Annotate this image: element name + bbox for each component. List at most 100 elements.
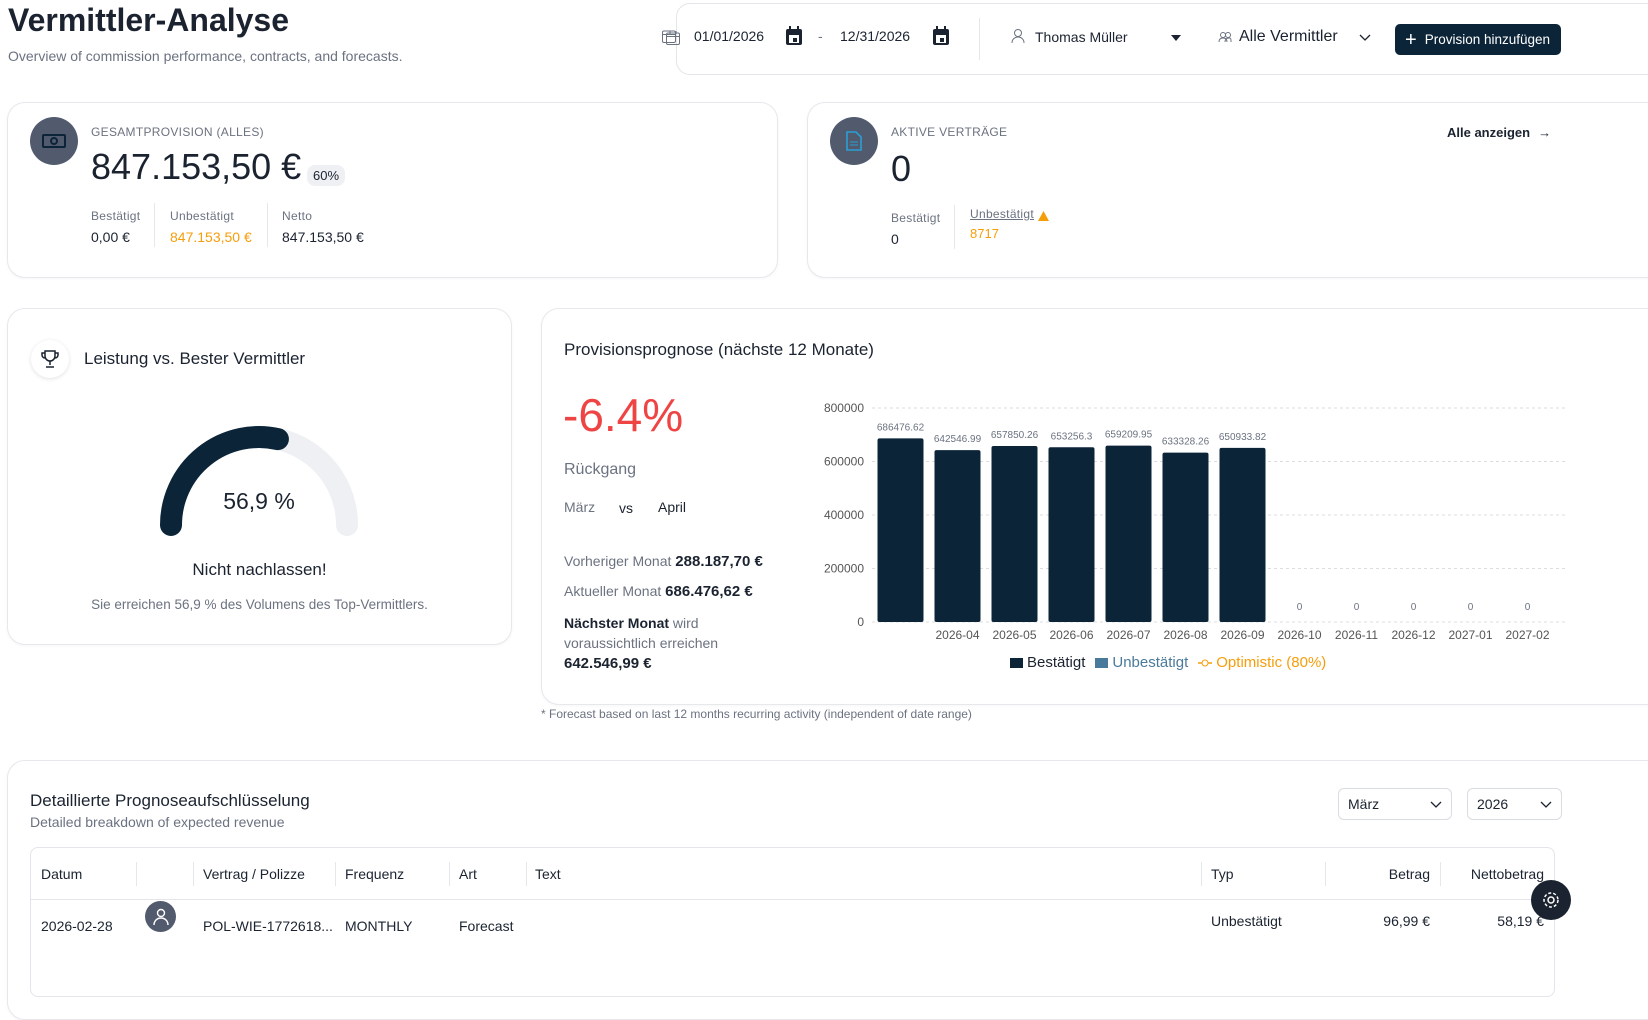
column-divider [526, 862, 527, 886]
unconfirmed-value: 847.153,50 € [170, 229, 252, 245]
date-to-input[interactable]: 12/31/2026 [840, 28, 911, 44]
divider [954, 205, 955, 249]
month-select-value: März [1348, 796, 1380, 812]
divider [979, 18, 980, 60]
users-icon [1218, 32, 1232, 43]
show-all-link[interactable]: Alle anzeigen → [1447, 125, 1551, 140]
bar [1105, 445, 1152, 622]
page-title: Vermittler-Analyse [8, 2, 290, 38]
chevron-down-icon [1430, 801, 1442, 808]
forecast-change-label: Rückgang [564, 461, 637, 478]
warning-icon [1038, 208, 1049, 226]
data-label: 650933.82 [1219, 432, 1267, 443]
net-label: Netto [282, 209, 313, 223]
x-tick-label: 2026-04 [935, 628, 979, 642]
caret-down-icon [1171, 35, 1181, 41]
column-divider [1201, 862, 1202, 886]
cell-net: 58,19 € [1497, 913, 1544, 929]
contracts-unconfirmed-value: 8717 [970, 226, 999, 241]
gauge-value: 56,9 % [223, 488, 295, 514]
column-header-frequency[interactable]: Frequenz [345, 866, 405, 882]
user-name: Thomas Müller [1035, 29, 1128, 45]
legend-item-optimistic[interactable]: Optimistic (80%) [1198, 654, 1326, 671]
trophy-icon [31, 340, 69, 378]
legend-label: Optimistic (80%) [1216, 654, 1327, 671]
data-label: 0 [1411, 602, 1417, 613]
y-tick-label: 0 [857, 615, 864, 629]
x-tick-label: 2026-09 [1220, 628, 1264, 642]
add-commission-label: Provision hinzufügen [1424, 32, 1551, 47]
data-label: 642546.99 [934, 434, 982, 445]
forecast-title: Provisionsprognose (nächste 12 Monate) [564, 340, 874, 359]
data-label: 633328.26 [1162, 437, 1210, 448]
legend-item-confirmed[interactable]: Bestätigt [1010, 654, 1085, 671]
cell-date: 2026-02-28 [41, 918, 113, 934]
breakdown-subtitle: Detailed breakdown of expected revenue [30, 814, 285, 830]
current-month-label: Aktueller Monat [564, 583, 662, 599]
previous-month: Vorheriger Monat 288.187,70 € [564, 553, 763, 570]
previous-month-label: Vorheriger Monat [564, 553, 672, 569]
y-tick-label: 200000 [824, 562, 864, 576]
settings-button[interactable] [1531, 880, 1571, 920]
y-tick-label: 800000 [824, 401, 864, 415]
user-select[interactable]: Thomas Müller [1010, 26, 1190, 48]
percent-badge: 60% [307, 165, 346, 186]
gear-icon [1543, 892, 1559, 908]
legend-line-marker [1198, 659, 1213, 666]
unconfirmed-label: Unbestätigt [170, 209, 235, 223]
year-select[interactable]: 2026 [1467, 788, 1562, 820]
to-month: April [658, 499, 687, 515]
bar [1219, 447, 1266, 622]
cell-contract[interactable]: POL-WIE-1772618... [203, 918, 333, 934]
date-picker-icon[interactable] [785, 26, 803, 51]
bar [877, 438, 924, 622]
show-all-label: Alle anzeigen [1447, 125, 1531, 140]
previous-month-value: 288.187,70 € [675, 553, 763, 570]
date-picker-icon[interactable] [932, 26, 950, 51]
column-header-kind[interactable]: Art [459, 866, 477, 882]
column-divider [1325, 862, 1326, 886]
bar [1162, 452, 1209, 622]
column-divider [136, 862, 137, 886]
arrow-right-icon: → [1538, 125, 1552, 140]
broker-filter-select[interactable]: Alle Vermittler [1218, 26, 1378, 50]
data-label: 657850.26 [991, 430, 1039, 441]
legend-item-unconfirmed[interactable]: Unbestätigt [1095, 654, 1188, 671]
vs-label: vs [619, 500, 633, 516]
column-header-type[interactable]: Typ [1211, 866, 1234, 882]
contracts-confirmed-label: Bestätigt [891, 211, 941, 225]
next-month-value: 642.546,99 € [564, 655, 652, 672]
current-month-value: 686.476,62 € [665, 583, 753, 600]
from-month: März [564, 499, 596, 515]
header-divider [31, 899, 1554, 900]
data-label: 653256.3 [1051, 431, 1093, 442]
column-header-date[interactable]: Datum [41, 866, 83, 882]
column-divider [335, 862, 336, 886]
column-header-text[interactable]: Text [535, 866, 561, 882]
contracts-unconfirmed-link[interactable]: Unbestätigt [970, 207, 1035, 221]
divider [267, 203, 268, 247]
date-from-input[interactable]: 01/01/2026 [694, 28, 765, 44]
x-tick-label: 2026-07 [1106, 628, 1150, 642]
chevron-down-icon [1540, 801, 1552, 808]
bar [934, 450, 981, 622]
performance-headline: Nicht nachlassen! [192, 560, 327, 579]
x-tick-label: 2026-05 [992, 628, 1036, 642]
column-header-net[interactable]: Nettobetrag [1470, 866, 1544, 882]
avatar [145, 901, 176, 932]
current-month: Aktueller Monat 686.476,62 € [564, 583, 753, 600]
column-divider [1440, 862, 1441, 886]
month-select[interactable]: März [1338, 788, 1452, 820]
data-label: 0 [1297, 602, 1303, 613]
user-icon [152, 908, 169, 925]
y-tick-label: 400000 [824, 508, 864, 522]
add-commission-button[interactable]: + Provision hinzufügen [1395, 24, 1561, 55]
column-header-amount[interactable]: Betrag [1388, 866, 1430, 882]
broker-filter-value: Alle Vermittler [1239, 28, 1338, 45]
bar [991, 446, 1038, 622]
column-header-contract[interactable]: Vertrag / Polizze [203, 866, 305, 882]
performance-title: Leistung vs. Bester Vermittler [84, 349, 306, 368]
performance-text: Sie erreichen 56,9 % des Volumens des To… [91, 597, 428, 612]
net-value: 847.153,50 € [282, 229, 364, 245]
page-subtitle: Overview of commission performance, cont… [8, 48, 403, 64]
